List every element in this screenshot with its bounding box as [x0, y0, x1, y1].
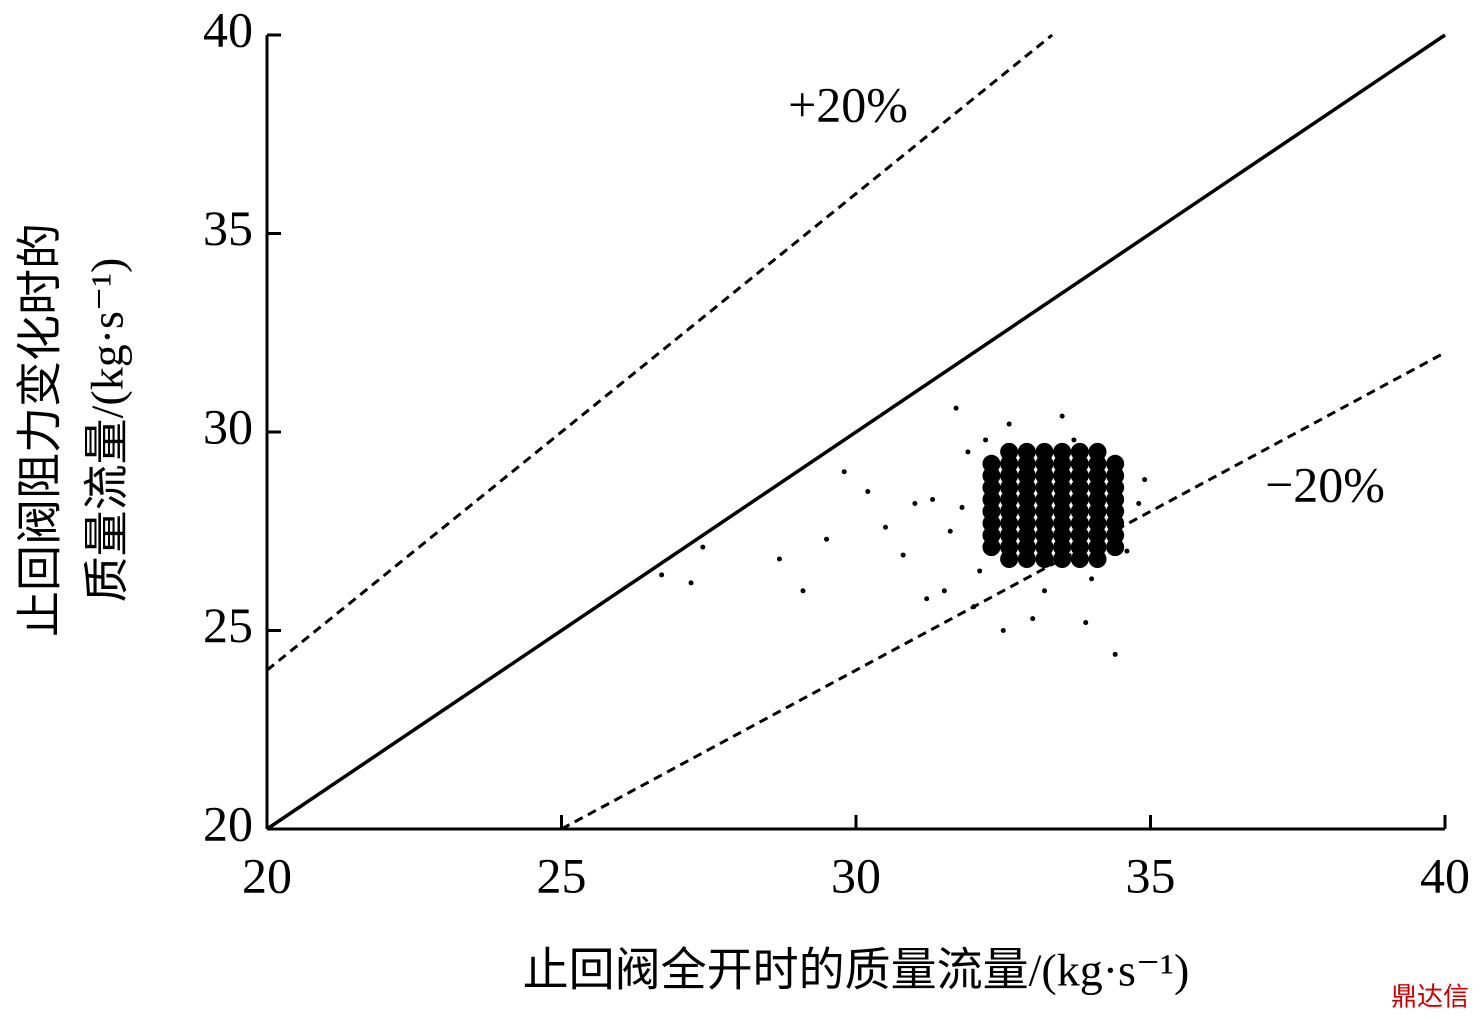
watermark: 鼎达信: [1391, 983, 1469, 1013]
point: [965, 449, 971, 455]
point: [1136, 500, 1142, 506]
point: [824, 536, 830, 542]
y-axis-label-line1-group: 止回阀阻力变化时的: [15, 223, 66, 637]
reference-line: [266, 33, 1446, 831]
point: [1041, 588, 1047, 594]
point: [1035, 442, 1054, 461]
x-tick-label: 25: [537, 847, 587, 903]
point: [1059, 413, 1065, 419]
point: [1000, 442, 1019, 461]
point: [700, 544, 706, 550]
point: [982, 454, 1001, 473]
point: [1006, 421, 1012, 427]
x-tick-label: 20: [242, 847, 292, 903]
annotation: +20%: [788, 76, 908, 132]
point: [1083, 620, 1089, 626]
y-axis-label: 止回阀阻力变化时的: [15, 223, 66, 637]
point: [865, 489, 871, 495]
reference-line: [266, 33, 1054, 672]
point: [912, 500, 918, 506]
point: [688, 580, 694, 586]
point: [1089, 576, 1095, 582]
point: [983, 437, 989, 443]
y-tick-label: 20: [203, 795, 253, 851]
point: [959, 504, 965, 510]
point: [930, 496, 936, 502]
point: [947, 528, 953, 534]
y-axis-label-line2-group: 质量流量/(kg·s⁻¹): [82, 258, 133, 603]
point: [659, 572, 665, 578]
point: [841, 469, 847, 475]
point: [971, 604, 977, 610]
y-tick-label: 25: [203, 597, 253, 653]
point: [1142, 477, 1148, 483]
y-tick-label: 35: [203, 200, 253, 256]
x-tick-label: 35: [1126, 847, 1176, 903]
point: [776, 556, 782, 562]
point: [1071, 437, 1077, 443]
y-tick-label: 40: [203, 1, 253, 57]
point: [1112, 651, 1118, 657]
point: [900, 552, 906, 558]
y-tick-label: 30: [203, 398, 253, 454]
point: [977, 568, 983, 574]
annotation: −20%: [1265, 456, 1385, 512]
point: [1017, 442, 1036, 461]
y-axis-label: 质量流量/(kg·s⁻¹): [82, 258, 133, 603]
point: [924, 596, 930, 602]
point: [941, 588, 947, 594]
point: [1106, 454, 1125, 473]
point: [1124, 548, 1130, 554]
point: [1070, 442, 1089, 461]
point: [800, 588, 806, 594]
x-axis-label: 止回阀全开时的质量流量/(kg·s⁻¹): [523, 945, 1190, 996]
point: [1053, 442, 1072, 461]
reference-line: [560, 351, 1446, 831]
point: [1088, 442, 1107, 461]
point: [1000, 628, 1006, 633]
point: [882, 524, 888, 530]
point: [953, 405, 959, 411]
x-tick-label: 40: [1420, 847, 1470, 903]
x-tick-label: 30: [831, 847, 881, 903]
point: [1030, 616, 1036, 622]
